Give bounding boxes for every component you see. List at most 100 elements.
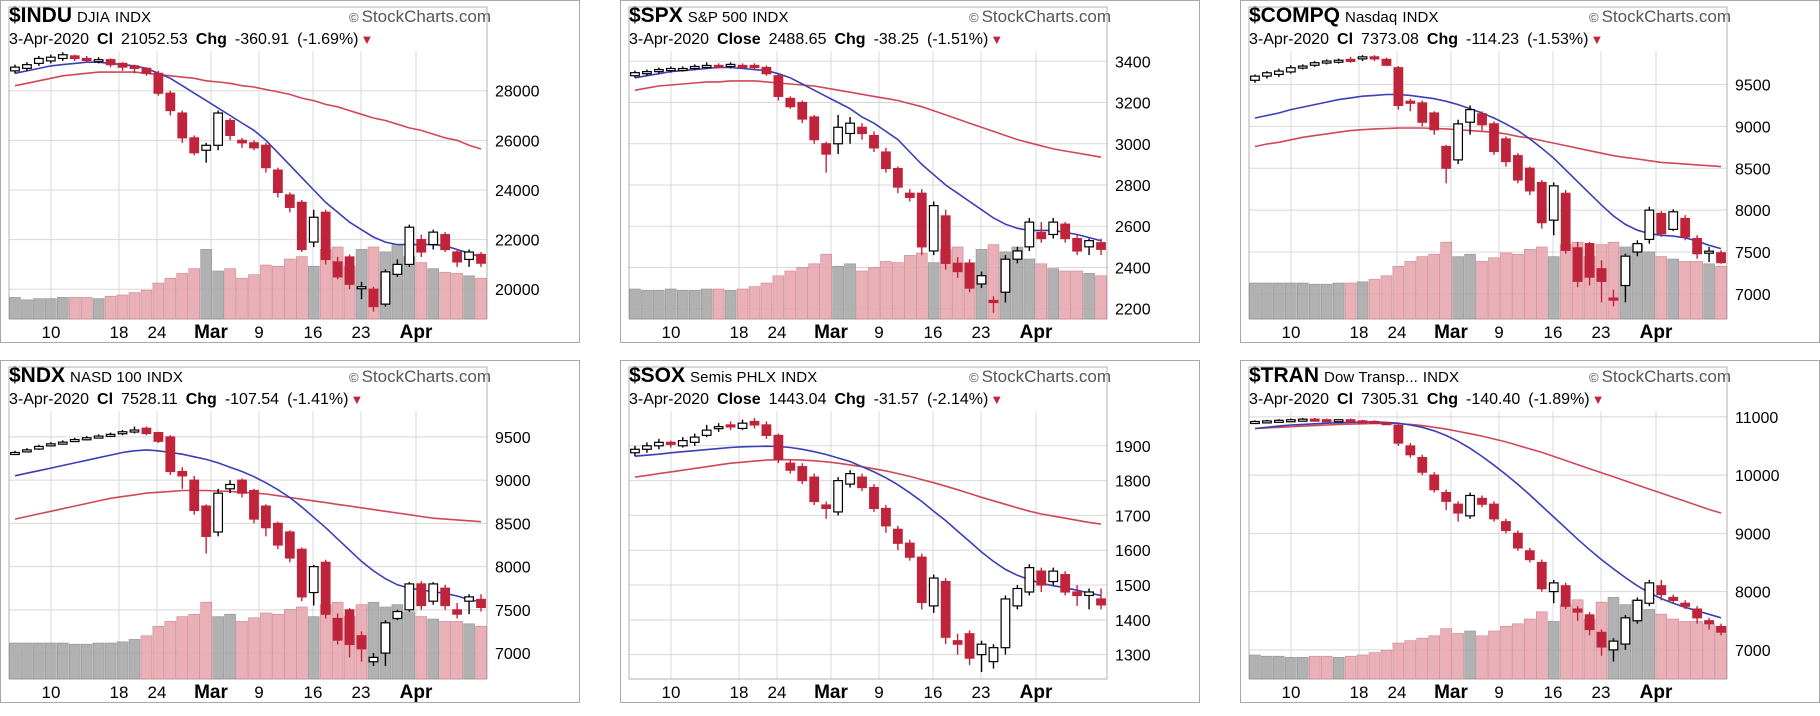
candlestick bbox=[1048, 217, 1059, 239]
price-stats: 3-Apr-2020 Cl 7305.31 Chg -140.40 (-1.89%) ▼ bbox=[1249, 391, 1605, 409]
volume-bar bbox=[832, 265, 844, 320]
close-value: 7305.31 bbox=[1361, 391, 1419, 408]
dropdown-triangle-icon[interactable]: ▼ bbox=[350, 392, 364, 407]
candlestick bbox=[1548, 182, 1559, 236]
volume-bar bbox=[904, 255, 916, 320]
dropdown-triangle-icon[interactable]: ▼ bbox=[990, 32, 1004, 47]
volume-bar bbox=[1464, 630, 1476, 680]
x-tick-label: 23 bbox=[1592, 323, 1611, 342]
volume-bar bbox=[1332, 282, 1345, 320]
volume-bar bbox=[475, 277, 487, 320]
stat-date: 3-Apr-2020 bbox=[1249, 31, 1330, 48]
candlestick bbox=[404, 224, 415, 267]
candlestick bbox=[22, 62, 32, 71]
chart-panel-tran[interactable]: $TRAN Dow Transp... INDX © StockCharts.com 3-… bbox=[1240, 360, 1820, 703]
y-tick-label: 8500 bbox=[495, 516, 531, 533]
candlestick bbox=[45, 442, 56, 447]
volume-bar bbox=[1059, 270, 1071, 320]
candlestick bbox=[81, 55, 92, 63]
chart-panel-indu[interactable]: $INDU DJIA INDX © StockCharts.com 3-Apr-2020 C… bbox=[0, 0, 580, 343]
copyright-icon: © bbox=[1588, 370, 1599, 385]
candlestick bbox=[1012, 585, 1023, 610]
volume-bar bbox=[1320, 655, 1333, 680]
x-tick-label: 16 bbox=[924, 683, 943, 702]
candlestick bbox=[1393, 424, 1404, 446]
volume-bar bbox=[1261, 655, 1273, 680]
volume-bar bbox=[188, 613, 200, 680]
dropdown-triangle-icon[interactable]: ▼ bbox=[360, 32, 374, 47]
x-tick-label: 10 bbox=[662, 683, 681, 702]
volume-bar bbox=[439, 271, 451, 320]
volume-bar bbox=[1691, 621, 1703, 680]
candlestick bbox=[1096, 238, 1106, 256]
dropdown-triangle-icon[interactable]: ▼ bbox=[990, 392, 1004, 407]
candlestick bbox=[785, 96, 796, 109]
candlestick bbox=[129, 64, 140, 74]
candlestick bbox=[81, 436, 92, 441]
candlestick bbox=[916, 189, 927, 256]
close-label: Cl bbox=[97, 31, 114, 48]
candlestick bbox=[237, 478, 247, 498]
volume-bar bbox=[176, 273, 189, 320]
candlestick bbox=[10, 450, 20, 456]
volume-bar bbox=[224, 613, 236, 680]
x-tick-label: Mar bbox=[814, 682, 848, 703]
ticker-symbol: $COMPQ bbox=[1249, 4, 1341, 27]
volume-bar bbox=[1404, 640, 1417, 680]
candlestick bbox=[1250, 420, 1260, 425]
candlestick bbox=[1345, 56, 1356, 63]
x-tick-label: Mar bbox=[1434, 682, 1468, 703]
candlestick bbox=[1572, 606, 1583, 621]
volume-bar bbox=[641, 289, 653, 320]
volume-bar bbox=[68, 297, 81, 320]
volume-bar bbox=[248, 274, 260, 320]
x-tick-label: 10 bbox=[1282, 683, 1301, 702]
volume-bar bbox=[1356, 654, 1369, 680]
candlestick bbox=[308, 564, 319, 606]
candlestick bbox=[833, 114, 844, 155]
candlestick bbox=[761, 421, 772, 439]
candlestick bbox=[630, 445, 640, 457]
candlestick bbox=[665, 66, 676, 73]
volume-bar bbox=[1249, 654, 1261, 680]
volume-bar bbox=[415, 262, 428, 320]
chart-panel-spx[interactable]: $SPX S&P 500 INDX © StockCharts.com 3-Apr-202… bbox=[620, 0, 1200, 343]
candlestick bbox=[129, 426, 140, 434]
close-label: Cl bbox=[97, 391, 114, 408]
candlestick bbox=[117, 430, 128, 436]
brand-watermark: © StockCharts.com bbox=[1589, 367, 1731, 387]
candlestick bbox=[1608, 289, 1619, 307]
candlestick bbox=[892, 166, 903, 194]
stat-date: 3-Apr-2020 bbox=[9, 31, 90, 48]
candlestick bbox=[1357, 55, 1368, 62]
candlestick bbox=[237, 137, 247, 148]
copyright-icon: © bbox=[968, 10, 979, 25]
x-tick-label: 9 bbox=[874, 323, 883, 342]
candlestick bbox=[380, 620, 391, 667]
y-tick-label: 3200 bbox=[1115, 96, 1151, 113]
candlestick bbox=[701, 424, 712, 438]
close-label: Close bbox=[717, 391, 761, 408]
chart-panel-ndx[interactable]: $NDX NASD 100 INDX © StockCharts.com 3-Apr-20… bbox=[0, 360, 580, 703]
x-tick-label: 24 bbox=[768, 323, 787, 342]
candlestick bbox=[1250, 74, 1260, 83]
candlestick bbox=[1441, 144, 1452, 184]
x-tick-label: 9 bbox=[254, 683, 263, 702]
volume-bar bbox=[1392, 265, 1405, 320]
candlestick bbox=[1036, 567, 1047, 592]
price-stats: 3-Apr-2020 Cl 7528.11 Chg -107.54 (-1.41%) ▼ bbox=[9, 391, 363, 409]
dropdown-triangle-icon[interactable]: ▼ bbox=[1590, 32, 1604, 47]
stat-date: 3-Apr-2020 bbox=[9, 391, 90, 408]
candlestick bbox=[773, 433, 784, 464]
candlestick bbox=[1297, 417, 1308, 422]
candlestick bbox=[1477, 111, 1487, 131]
y-tick-label: 22000 bbox=[495, 233, 540, 250]
volume-bar bbox=[475, 625, 487, 680]
dropdown-triangle-icon[interactable]: ▼ bbox=[1591, 392, 1605, 407]
chart-panel-compq[interactable]: $COMPQ Nasdaq INDX © StockCharts.com 3-Apr-20… bbox=[1240, 0, 1820, 343]
volume-bar bbox=[1273, 282, 1285, 320]
volume-bar bbox=[1285, 282, 1297, 320]
ma-fast-line bbox=[14, 61, 482, 258]
chart-panel-sox[interactable]: $SOX Semis PHLX INDX © StockCharts.com 3-Apr-… bbox=[620, 360, 1200, 703]
volume-bar bbox=[260, 264, 272, 320]
